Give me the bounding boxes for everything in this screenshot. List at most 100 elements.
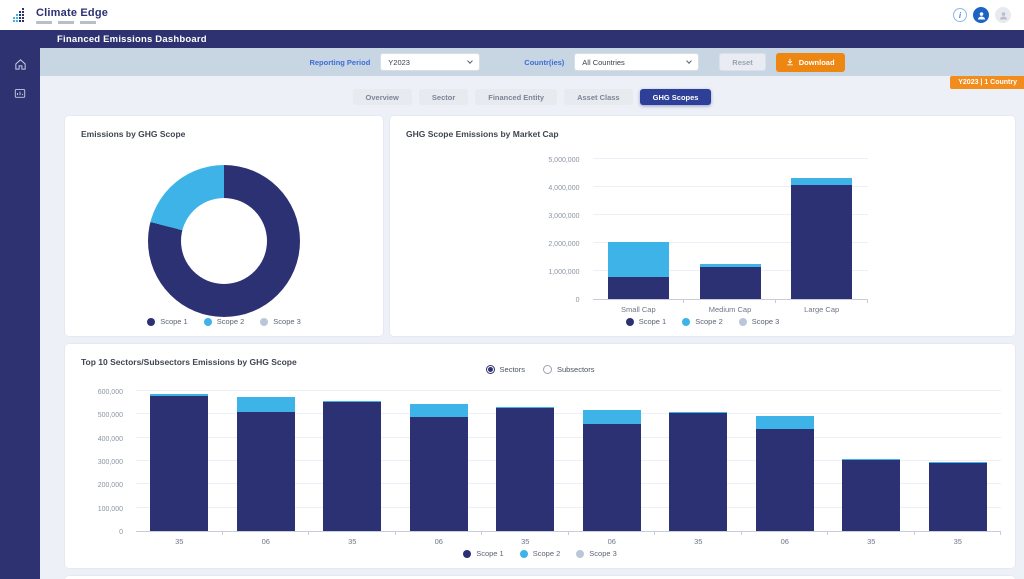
x-tick-label: Small Cap xyxy=(621,305,656,314)
bar-06[interactable] xyxy=(755,415,814,531)
tab-sector[interactable]: Sector xyxy=(418,89,469,105)
bar-medium-cap[interactable] xyxy=(699,264,761,299)
card-title: Top 10 Sectors/Subsectors Emissions by G… xyxy=(81,357,297,367)
bar-segment xyxy=(150,395,209,531)
bar-06[interactable] xyxy=(582,410,641,531)
y-tick-label: 2,000,000 xyxy=(548,241,580,248)
bar-segment xyxy=(755,415,814,429)
main-content: Y2023 | 1 Country Overview Sector Financed… xyxy=(40,76,1024,579)
chart-legend: Scope 1 Scope 2 Scope 3 xyxy=(65,317,383,326)
bar-35[interactable] xyxy=(496,407,555,531)
x-tick-label: 35 xyxy=(867,537,876,546)
bar-06[interactable] xyxy=(409,403,468,531)
legend-item[interactable]: Scope 3 xyxy=(260,317,301,326)
bar-segment xyxy=(699,266,761,299)
card-title: Emissions by GHG Scope xyxy=(81,129,186,139)
sidebar-item-home[interactable] xyxy=(13,57,27,71)
x-tick-label: 06 xyxy=(780,537,789,546)
donut-chart[interactable] xyxy=(148,165,300,317)
avatar[interactable] xyxy=(973,7,989,23)
home-icon xyxy=(14,58,26,70)
bar-06[interactable] xyxy=(236,396,295,531)
legend-item[interactable]: Scope 2 xyxy=(682,317,723,326)
y-tick-label: 3,000,000 xyxy=(548,213,580,220)
legend-item[interactable]: Scope 3 xyxy=(576,549,617,558)
y-tick-label: 400,000 xyxy=(97,435,123,443)
bar-segment xyxy=(669,413,728,531)
tab-bar: Overview Sector Financed Entity Asset Class… xyxy=(40,76,1024,105)
bar-35[interactable] xyxy=(928,462,987,531)
bar-35[interactable] xyxy=(669,412,728,531)
bar-segment xyxy=(150,393,209,396)
radio-subsectors[interactable]: Subsectors xyxy=(542,365,594,374)
bar-segment xyxy=(409,403,468,418)
legend-dot xyxy=(682,317,691,326)
card-emissions-by-scope: Emissions by GHG Scope Scope 1 Scope 2 Sco… xyxy=(64,115,384,337)
next-card-edge xyxy=(64,575,1016,579)
info-icon[interactable]: i xyxy=(953,8,967,22)
radio-icon xyxy=(485,365,495,374)
legend-dot xyxy=(625,317,634,326)
legend-dot xyxy=(738,317,747,326)
chart-icon xyxy=(14,89,26,98)
sidebar xyxy=(0,48,40,579)
bar-segment xyxy=(496,407,555,409)
marketcap-bar-chart[interactable]: 0 1,000,000 2,000,000 3,000,000 4,000,000 5,0… xyxy=(538,157,868,322)
bar-segment xyxy=(842,458,901,460)
sectors-bar-chart[interactable]: 0 100,000 200,000 300,000 400,000 500,000 600,… xyxy=(81,389,1001,554)
reporting-period-value: Y2023 xyxy=(388,57,410,67)
bar-segment xyxy=(928,462,987,463)
bar-segment xyxy=(791,185,853,299)
reset-button[interactable]: Reset xyxy=(719,53,766,71)
x-tick-label: 06 xyxy=(607,537,616,546)
bar-segment xyxy=(582,410,641,425)
x-tick-label: Large Cap xyxy=(804,305,840,314)
legend-item[interactable]: Scope 1 xyxy=(147,317,188,326)
y-tick-label: 0 xyxy=(575,297,580,304)
context-tag: Y2023 | 1 Country xyxy=(950,76,1024,89)
tab-financed-entity[interactable]: Financed Entity xyxy=(475,89,558,105)
x-tick-label: 06 xyxy=(434,537,443,546)
tab-asset-class[interactable]: Asset Class xyxy=(564,89,633,105)
countries-select[interactable]: All Countries xyxy=(574,53,700,71)
user-icon xyxy=(977,11,985,20)
bar-35[interactable] xyxy=(150,393,209,531)
bar-segment xyxy=(323,402,382,531)
app-bar: Financed Emissions Dashboard xyxy=(0,30,1024,48)
x-tick-label: Medium Cap xyxy=(708,305,752,314)
download-icon xyxy=(786,58,793,66)
chart-legend: Scope 1 Scope 2 Scope 3 xyxy=(390,317,1015,326)
y-tick-label: 500,000 xyxy=(97,412,123,420)
legend-item[interactable]: Scope 3 xyxy=(738,317,779,326)
x-tick-label: 06 xyxy=(261,537,270,546)
y-tick-label: 0 xyxy=(119,529,123,536)
legend-item[interactable]: Scope 1 xyxy=(463,549,504,558)
y-tick-label: 4,000,000 xyxy=(548,185,580,192)
x-tick-label: 35 xyxy=(521,537,530,546)
bar-35[interactable] xyxy=(323,401,382,531)
bar-segment xyxy=(496,408,555,531)
download-button[interactable]: Download xyxy=(775,52,845,72)
y-tick-label: 100,000 xyxy=(97,505,123,513)
brand-name: Climate Edge xyxy=(36,6,109,19)
y-tick-label: 300,000 xyxy=(97,459,123,466)
tab-overview[interactable]: Overview xyxy=(352,89,412,105)
page-title: Financed Emissions Dashboard xyxy=(57,33,207,45)
legend-item[interactable]: Scope 1 xyxy=(625,317,666,326)
reporting-period-select[interactable]: Y2023 xyxy=(380,53,481,71)
legend-item[interactable]: Scope 2 xyxy=(519,549,560,558)
tab-ghg-scopes[interactable]: GHG Scopes xyxy=(639,89,712,105)
reporting-period-label: Reporting Period xyxy=(309,57,371,67)
legend-dot xyxy=(576,549,585,558)
radio-sectors[interactable]: Sectors xyxy=(485,365,525,374)
bar-small-cap[interactable] xyxy=(607,242,669,299)
bar-large-cap[interactable] xyxy=(791,178,853,299)
y-tick-label: 200,000 xyxy=(97,482,123,490)
sidebar-item-dashboard[interactable] xyxy=(13,86,27,100)
bar-35[interactable] xyxy=(842,458,901,531)
legend-item[interactable]: Scope 2 xyxy=(203,317,244,326)
bar-segment xyxy=(699,264,761,267)
x-tick-label: 35 xyxy=(953,537,962,546)
x-tick-label: 35 xyxy=(348,537,357,546)
profile-button[interactable] xyxy=(995,7,1011,23)
